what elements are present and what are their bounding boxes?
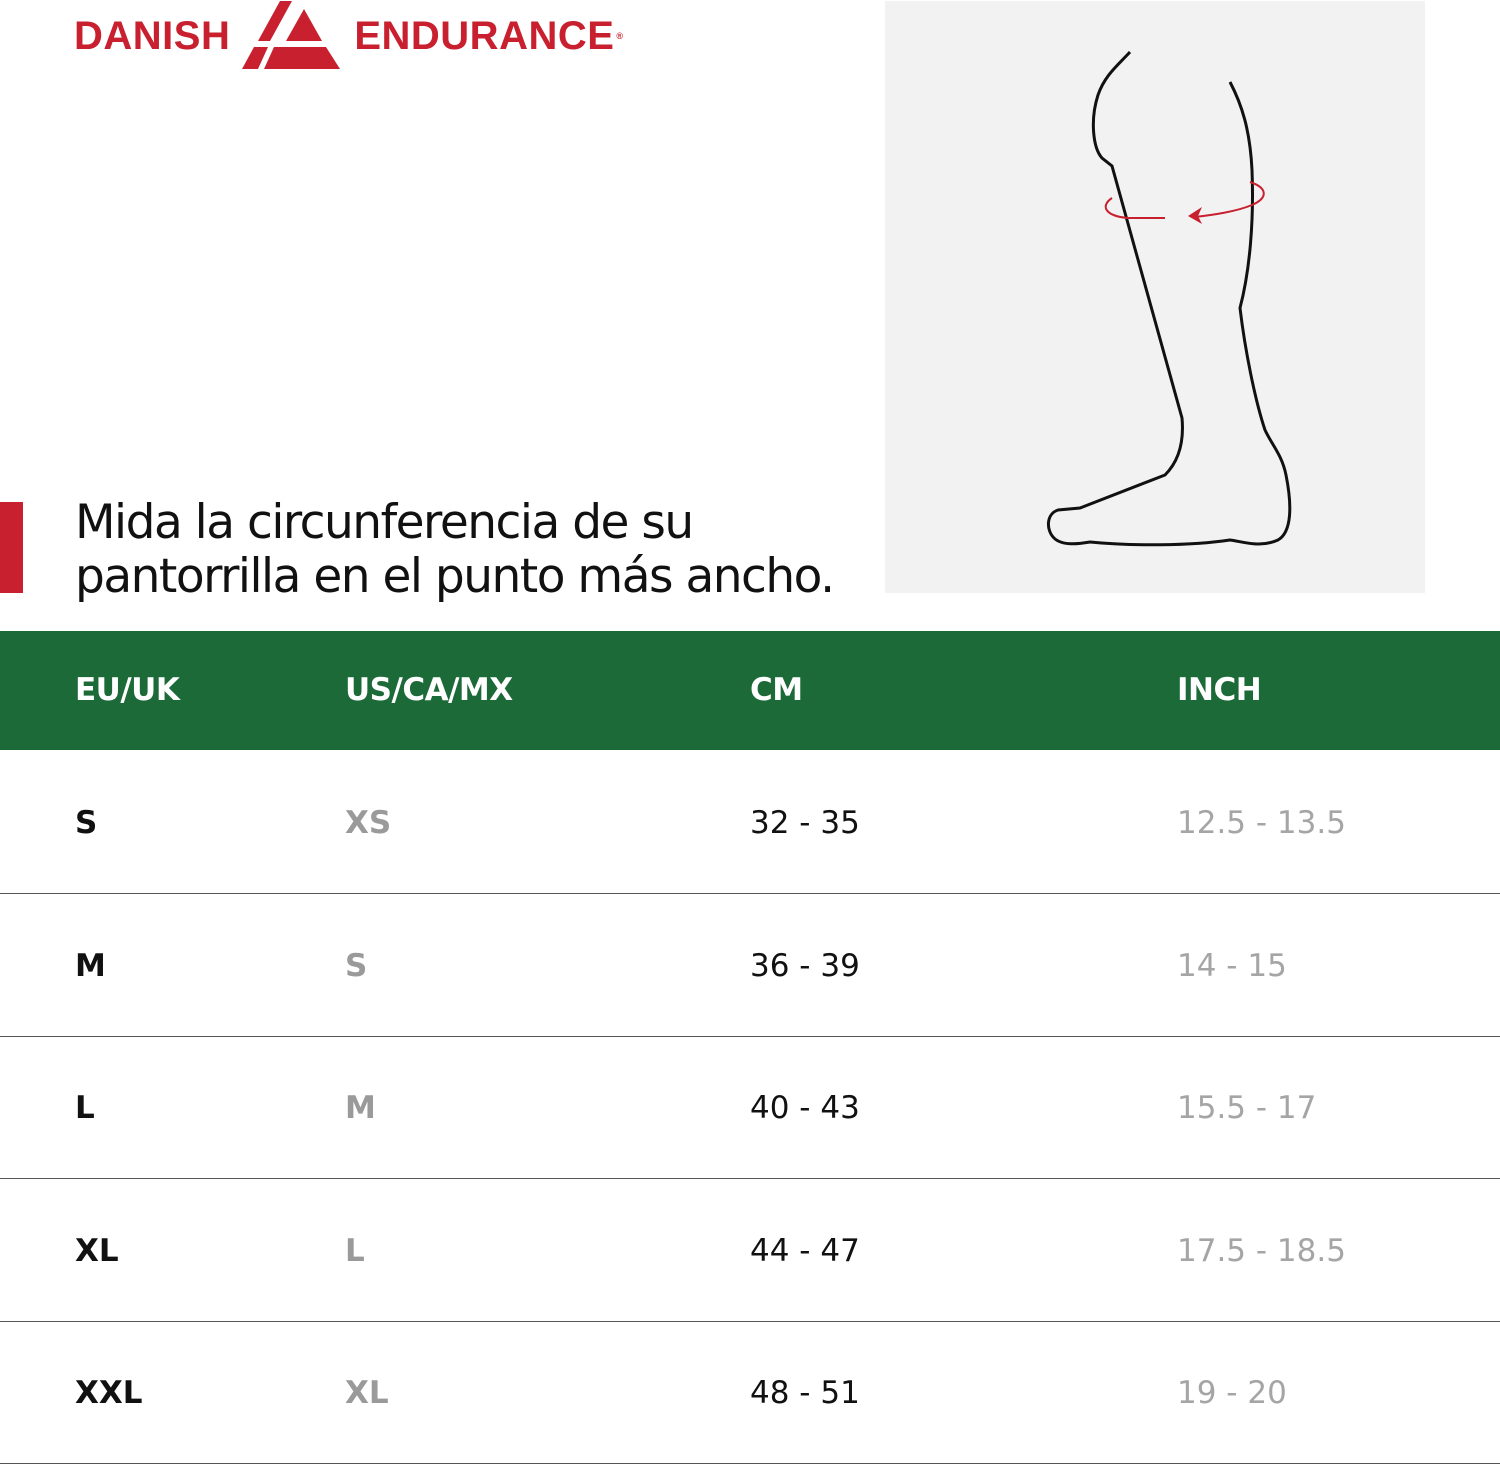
brand-logo: DANISH ENDURANCE ® [74,0,624,72]
instruction-line-1: Mida la circunferencia de su [75,495,694,550]
us-size: XL [345,1375,389,1411]
us-size: M [345,1090,376,1126]
col-cm: CM [750,672,803,708]
brand-name-left: DANISH [74,13,231,58]
us-size: XS [345,805,392,841]
col-eu-uk: EU/UK [75,672,180,708]
eu-uk-size: L [75,1090,95,1126]
cm-range: 48 - 51 [750,1375,860,1411]
brand-name-right: ENDURANCE [354,13,615,58]
us-size: L [345,1232,365,1269]
inch-range: 17.5 - 18.5 [1177,1232,1346,1269]
registered-mark: ® [616,31,624,41]
measure-instruction: Mida la circunferencia de su pantorrilla… [75,495,835,604]
eu-uk-size: XL [75,1232,119,1269]
mountain-logo-icon [242,1,341,69]
cm-range: 32 - 35 [750,805,860,841]
accent-bar [0,502,23,593]
inch-range: 12.5 - 13.5 [1177,805,1346,841]
eu-uk-size: M [75,947,106,984]
table-row: XL L 44 - 47 17.5 - 18.5 [0,1179,1500,1322]
table-row: S XS 32 - 35 12.5 - 13.5 [0,751,1500,894]
instruction-line-2: pantorrilla en el punto más ancho. [75,549,835,604]
leg-outline-icon [1047,50,1292,547]
inch-range: 15.5 - 17 [1177,1090,1317,1126]
inch-range: 19 - 20 [1177,1375,1287,1411]
table-row: XXL XL 48 - 51 19 - 20 [0,1321,1500,1464]
eu-uk-size: XXL [75,1375,143,1411]
table-row: M S 36 - 39 14 - 15 [0,894,1500,1037]
col-us-ca-mx: US/CA/MX [345,672,513,708]
cm-range: 44 - 47 [750,1232,860,1269]
col-inch: INCH [1177,672,1262,708]
cm-range: 36 - 39 [750,947,860,984]
size-table-header: EU/UK US/CA/MX CM INCH [0,631,1500,750]
calf-measurement-illustration [885,1,1425,593]
inch-range: 14 - 15 [1177,947,1287,984]
us-size: S [345,947,368,984]
table-row: L M 40 - 43 15.5 - 17 [0,1036,1500,1179]
eu-uk-size: S [75,805,98,841]
cm-range: 40 - 43 [750,1090,860,1126]
